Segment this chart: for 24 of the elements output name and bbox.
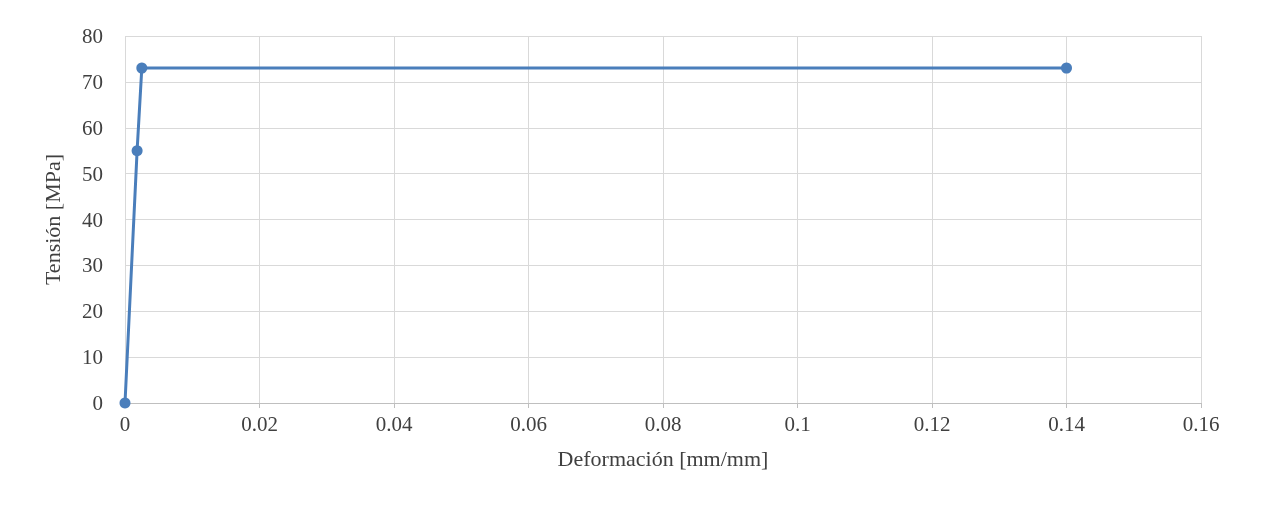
x-tick-label: 0: [119, 411, 131, 436]
x-tick-label: 0.14: [1048, 411, 1086, 436]
y-axis-title: Tensión [MPa]: [39, 153, 65, 286]
y-tick-label: 10: [82, 345, 103, 370]
x-tick-label: 0.02: [241, 411, 278, 436]
y-tick-label: 70: [82, 69, 103, 94]
point: [119, 397, 131, 409]
point: [131, 145, 143, 157]
x-tick-label: 0.12: [913, 411, 951, 436]
point: [1061, 62, 1072, 74]
y-tick-label: 50: [82, 161, 103, 186]
x-tick-label: 0.1: [784, 411, 811, 436]
y-tick-label: 40: [82, 207, 103, 232]
y-tick-label: 80: [82, 24, 103, 48]
y-tick-label: 60: [82, 115, 103, 140]
x-axis-title: Deformación [mm/mm]: [557, 445, 769, 471]
x-tick-label: 0.08: [644, 411, 682, 436]
y-tick-label: 30: [82, 253, 103, 278]
x-tick-label: 0.16: [1182, 411, 1220, 436]
y-tick-label: 0: [92, 391, 103, 415]
y-tick-label: 20: [82, 299, 103, 324]
x-tick-label: 0.04: [375, 411, 413, 436]
x-tick-label: 0.06: [510, 411, 547, 436]
point: [136, 62, 148, 74]
